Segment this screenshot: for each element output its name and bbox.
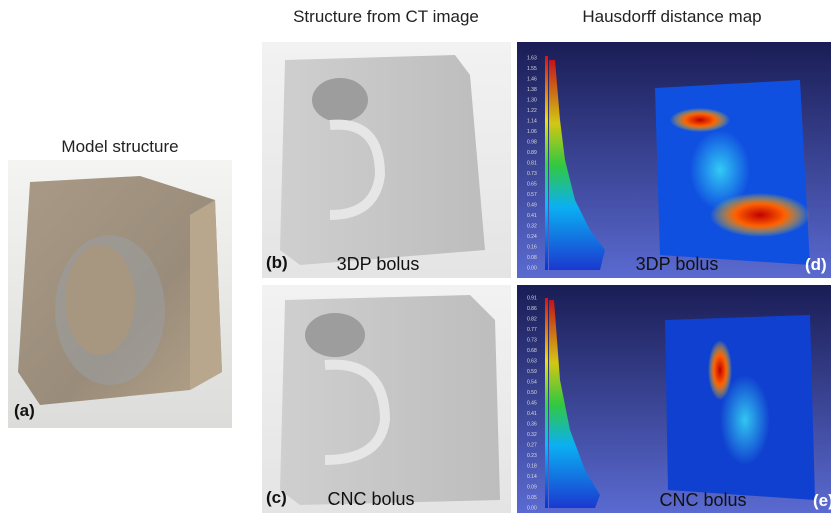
scale-label: 0.86	[527, 306, 537, 312]
scale-label: 0.68	[527, 348, 537, 354]
scale-label: 0.14	[527, 474, 537, 480]
caption: 3DP bolus	[337, 254, 420, 274]
scale-label: 0.73	[527, 337, 537, 343]
scale-label: 0.00	[527, 505, 537, 511]
scale-label: 1.38	[527, 87, 537, 93]
caption: CNC bolus	[327, 489, 414, 509]
scale-label: 0.50	[527, 390, 537, 396]
scale-label: 0.05	[527, 495, 537, 501]
panel-b: (b) 3DP bolus	[262, 42, 511, 278]
scale-label: 0.82	[527, 316, 537, 322]
scale-label: 0.24	[527, 234, 537, 240]
scale-label: 0.65	[527, 181, 537, 187]
panel-label: (d)	[805, 255, 827, 274]
scale-label: 0.57	[527, 192, 537, 198]
scale-label: 0.63	[527, 358, 537, 364]
scale-label: 0.36	[527, 421, 537, 427]
panel-c: (c) CNC bolus	[262, 285, 511, 513]
scale-label: 0.81	[527, 160, 537, 166]
scale-label: 0.59	[527, 369, 537, 375]
scale-label: 1.06	[527, 129, 537, 135]
scale-label: 0.23	[527, 453, 537, 459]
scale-label: 0.45	[527, 400, 537, 406]
scale-label: 0.08	[527, 255, 537, 261]
scale-label: 0.32	[527, 432, 537, 438]
panel-label: (e)	[813, 491, 831, 510]
caption: CNC bolus	[659, 490, 746, 510]
scale-label: 0.89	[527, 150, 537, 156]
scale-label: 0.54	[527, 379, 537, 385]
scale-label: 1.46	[527, 76, 537, 82]
scale-label: 1.55	[527, 66, 537, 72]
scale-label: 1.63	[527, 55, 537, 61]
panel-e: (e) CNC bolus 0.91 0.86 0.82 0.77 0.73 0.68 0.…	[517, 285, 831, 513]
panel-a: (a)	[8, 160, 232, 428]
scale-label: 1.14	[527, 118, 537, 124]
scale-label: 0.00	[527, 265, 537, 271]
scale-label: 0.18	[527, 463, 537, 469]
scale-label: 1.22	[527, 108, 537, 114]
scale-label: 0.41	[527, 411, 537, 417]
scale-label: 0.49	[527, 202, 537, 208]
scale-label: 1.30	[527, 97, 537, 103]
panel-d: (d) 3DP bolus 1.63 1.55 1.46 1.38 1.30 1.22 1.…	[517, 42, 831, 278]
scale-label: 0.73	[527, 171, 537, 177]
header: Hausdorff distance map	[582, 7, 761, 26]
scale-label: 0.32	[527, 223, 537, 229]
scale-label: 0.16	[527, 244, 537, 250]
scale-label: 0.09	[527, 484, 537, 490]
panel-label: (a)	[14, 401, 35, 420]
scale-label: 0.98	[527, 139, 537, 145]
scale-label: 0.91	[527, 295, 537, 301]
header: Structure from CT image	[293, 7, 479, 26]
figure: Model structure Structure from CT image …	[0, 0, 831, 513]
scale-label: 0.27	[527, 442, 537, 448]
panel-label: (b)	[266, 253, 288, 272]
scale-label: 0.41	[527, 213, 537, 219]
header: Model structure	[61, 137, 178, 156]
caption: 3DP bolus	[636, 254, 719, 274]
scale-label: 0.77	[527, 327, 537, 333]
panel-label: (c)	[266, 488, 287, 507]
